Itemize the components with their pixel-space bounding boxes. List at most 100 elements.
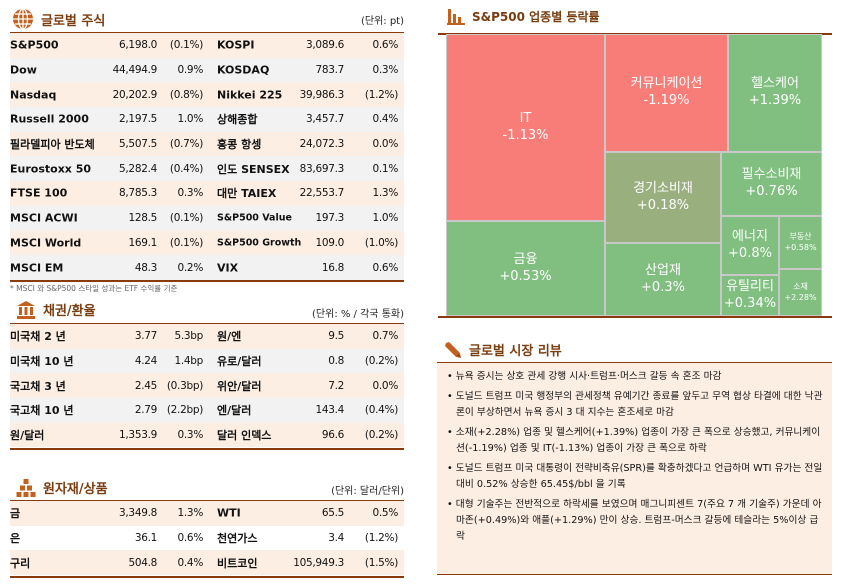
item-name: 홍콩 항셍: [217, 138, 262, 152]
sector-change: +0.8%: [728, 245, 772, 261]
table-row: Russell 2000 2,197.5 1.0% 상해종합 3,457.7 0.4%: [10, 107, 404, 132]
item-change: 0.3%: [372, 64, 399, 77]
item-change: 1.0%: [372, 212, 399, 225]
sector-change: +0.53%: [499, 268, 552, 284]
sector-label: 커뮤니케이션: [630, 76, 703, 92]
sector-change: +0.3%: [641, 279, 685, 295]
review-item: 뉴욕 증시는 상호 관세 강행 시사·트럼프·머스크 갈등 속 혼조 마감: [447, 369, 824, 385]
item-value: 83,697.3: [299, 162, 345, 175]
sector-label: 소재: [793, 282, 808, 292]
item-change: 1.4bp: [174, 355, 203, 368]
review-item: 소재(+2.28%) 업종 및 헬스케어(+1.39%) 업종이 가장 큰 폭으…: [447, 425, 824, 457]
gold-bars-icon: [16, 478, 36, 497]
sector-label: IT: [519, 110, 532, 126]
sector-change: +0.18%: [636, 197, 690, 213]
item-value: 504.8: [128, 556, 157, 569]
item-name: 필라델피아 반도체: [10, 138, 95, 152]
review-box: 뉴욕 증시는 상호 관세 강행 시사·트럼프·머스크 갈등 속 혼조 마감도널드…: [437, 363, 832, 575]
item-value: 39,986.3: [299, 88, 345, 101]
item-name: S&P500 Value: [217, 212, 292, 224]
sector-cell: 경기소비재 +0.18%: [605, 152, 721, 243]
section-title: 글로벌 시장 리뷰: [469, 344, 562, 359]
divider: [10, 448, 404, 450]
item-name: 유로/달러: [217, 355, 262, 369]
item-value: 36.1: [134, 532, 157, 545]
item-change: 0.5%: [372, 507, 399, 520]
item-name: KOSDAQ: [217, 63, 270, 77]
item-change: 0.4%: [372, 113, 399, 126]
item-change: 0.7%: [372, 330, 399, 343]
sector-label: 필수소비재: [741, 167, 802, 183]
item-value: 783.7: [315, 64, 344, 77]
item-change: (0.2%): [364, 429, 398, 442]
sector-change: +2.28%: [784, 292, 817, 302]
item-name: 은: [10, 532, 21, 546]
item-name: MSCI ACWI: [10, 211, 78, 225]
item-value: 3,349.8: [119, 507, 157, 520]
item-value: 44,494.9: [112, 64, 158, 77]
item-change: (0.4%): [169, 162, 203, 175]
sector-label: 경기소비재: [633, 180, 693, 196]
item-name: FTSE 100: [10, 186, 68, 200]
sector-map-title: S&P500 업종별 등락률: [447, 8, 600, 25]
item-value: 2.79: [134, 404, 157, 417]
item-change: (1.5%): [364, 556, 398, 569]
item-change: 1.3%: [372, 187, 399, 200]
global-equity-table: S&P500 6,198.0 (0.1%) KOSPI 3,089.6 0.6% Dow 44…: [10, 33, 404, 280]
table-row: Nasdaq 20,202.9 (0.8%) Nikkei 225 39,986.3 (1…: [10, 82, 404, 108]
item-name: MSCI World: [10, 236, 82, 250]
table-row: 국고채 10 년 2.79 (2.2bp) 엔/달러 143.4 (0.4%): [10, 398, 404, 423]
item-change: 0.9%: [177, 64, 204, 77]
sector-cell: 소재 +2.28%: [779, 269, 822, 316]
item-change: (0.8%): [169, 88, 203, 101]
item-value: 169.1: [128, 236, 157, 249]
item-name: 엔/달러: [217, 404, 252, 418]
divider: [10, 32, 404, 34]
item-change: (1.0%): [364, 236, 398, 249]
table-row: 미국채 2 년 3.77 5.3bp 원/엔 9.5 0.7%: [10, 324, 404, 349]
item-value: 3,089.6: [306, 39, 344, 52]
item-value: 109.0: [315, 236, 344, 249]
table-row: 금 3,349.8 1.3% WTI 65.5 0.5%: [10, 501, 404, 526]
item-value: 8,785.3: [119, 187, 157, 200]
item-name: 원/엔: [217, 330, 242, 344]
divider: [437, 362, 832, 364]
item-value: 4.24: [134, 355, 157, 368]
item-change: (0.1%): [169, 39, 203, 52]
item-value: 24,072.3: [299, 138, 345, 151]
item-change: (0.3bp): [166, 379, 203, 392]
sector-cell: 금융 +0.53%: [446, 221, 605, 316]
review-item: 도널드 트럼프 미국 대통령이 전략비축유(SPR)를 확충하겠다고 언급하며 …: [447, 461, 824, 493]
table-row: Dow 44,494.9 0.9% KOSDAQ 783.7 0.3%: [10, 57, 404, 83]
item-name: 천연가스: [217, 532, 258, 546]
item-name: 구리: [10, 556, 31, 570]
item-change: 0.0%: [372, 379, 399, 392]
table-row: MSCI EM 48.3 0.2% VIX 16.8 0.6%: [10, 255, 404, 280]
item-change: (0.4%): [364, 404, 398, 417]
item-name: KOSPI: [217, 38, 255, 52]
bonds-fx-table: 미국채 2 년 3.77 5.3bp 원/엔 9.5 0.7% 미국채 10 년 4.24 1.…: [10, 324, 404, 448]
item-value: 3.4: [328, 532, 344, 545]
sector-cell: 헬스케어 +1.39%: [728, 34, 822, 152]
item-change: 0.3%: [177, 429, 204, 442]
item-change: (2.2bp): [166, 404, 203, 417]
item-value: 1,353.9: [119, 429, 157, 442]
divider: [10, 323, 404, 325]
divider: [10, 280, 404, 282]
sector-cell: 부동산 +0.58%: [779, 216, 822, 269]
table-row: 은 36.1 0.6% 천연가스 3.4 (1.2%): [10, 525, 404, 551]
item-value: 16.8: [321, 261, 344, 274]
item-change: 0.3%: [177, 187, 204, 200]
sector-change: +0.58%: [784, 242, 817, 252]
item-name: Dow: [10, 63, 37, 77]
item-change: (1.2%): [364, 88, 398, 101]
global-equity-title: 글로벌 주식: [12, 8, 105, 30]
unit-label: (단위: % / 각국 통화): [312, 309, 404, 320]
item-name: 인도 SENSEX: [217, 162, 290, 176]
unit-label: (단위: 달러/단위): [331, 486, 404, 497]
sector-cell: 필수소비재 +0.76%: [721, 152, 822, 216]
sector-cell: IT -1.13%: [446, 34, 605, 221]
sector-change: +0.76%: [745, 184, 798, 199]
item-name: 미국채 2 년: [10, 330, 66, 344]
sector-cell: 유틸리티 +0.34%: [721, 275, 779, 316]
